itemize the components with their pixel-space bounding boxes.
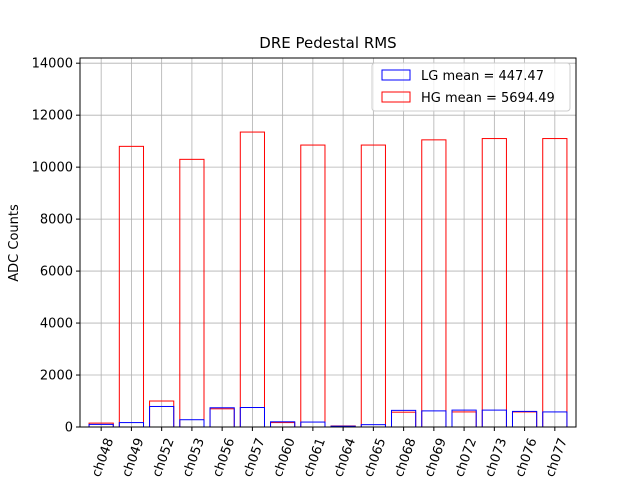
- bars: [88, 131, 568, 428]
- x-tick-label: ch073: [483, 436, 511, 479]
- y-tick-label: 10000: [32, 161, 73, 176]
- x-tick-label: ch056: [210, 436, 238, 479]
- y-axis-label: ADC Counts: [7, 204, 22, 282]
- x-tick-label: ch064: [331, 436, 359, 479]
- y-tick-label: 2000: [40, 369, 73, 384]
- plot-frame: [79, 57, 577, 428]
- x-tick-label: ch076: [513, 436, 541, 479]
- legend-swatch-hg: [381, 91, 411, 103]
- x-tick-label: ch053: [180, 436, 208, 479]
- x-tick-label: ch065: [362, 436, 390, 479]
- x-tick-label: ch072: [452, 436, 480, 479]
- y-tick-label: 12000: [32, 109, 73, 124]
- x-tick-label: ch057: [241, 436, 269, 479]
- x-tick-label: ch052: [150, 436, 178, 479]
- legend-label-lg: LG mean = 447.47: [421, 69, 544, 84]
- x-tick-label: ch077: [543, 436, 571, 479]
- legend-swatch-lg: [381, 69, 411, 81]
- legend: LG mean = 447.47 HG mean = 5694.49: [371, 62, 571, 112]
- chart-title: DRE Pedestal RMS: [259, 34, 396, 52]
- legend-label-hg: HG mean = 5694.49: [421, 91, 555, 106]
- grid-lines: [80, 58, 576, 428]
- x-tick-label: ch068: [392, 436, 420, 479]
- y-tick-label: 14000: [32, 57, 73, 72]
- x-tick-label: ch061: [301, 436, 329, 479]
- x-tick-label: ch048: [89, 436, 117, 479]
- y-tick-label: 4000: [40, 317, 73, 332]
- x-tick-label: ch069: [422, 436, 450, 479]
- y-tick-label: 6000: [40, 265, 73, 280]
- x-tick-label: ch060: [271, 436, 299, 479]
- x-tick-label: ch049: [120, 436, 148, 479]
- y-tick-label: 0: [65, 421, 73, 436]
- legend-box: [371, 62, 571, 112]
- y-tick-label: 8000: [40, 213, 73, 228]
